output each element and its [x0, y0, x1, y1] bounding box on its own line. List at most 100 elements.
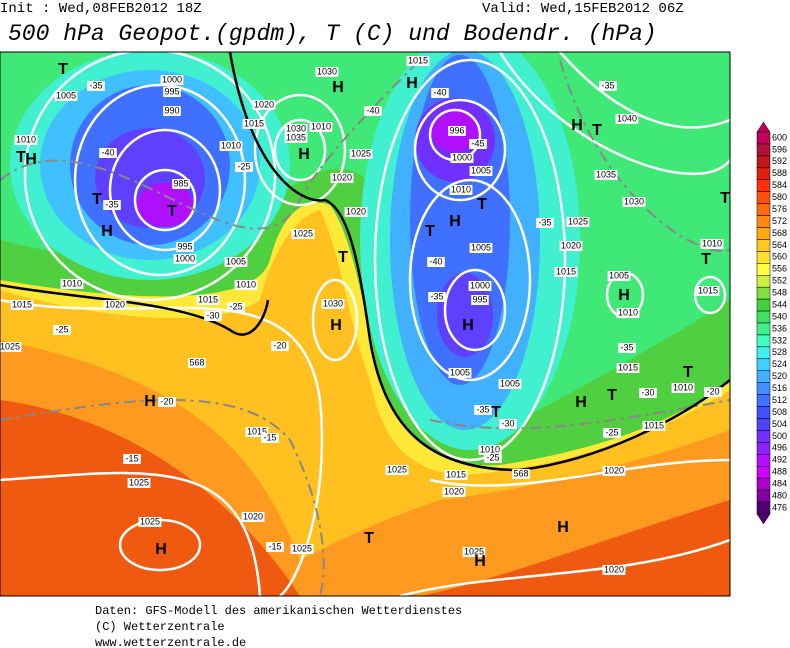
label-box [603, 428, 621, 438]
label-box [554, 267, 578, 277]
contour-label: 1005 [471, 165, 491, 175]
contour-label: 1020 [561, 240, 581, 250]
label-box [315, 67, 339, 77]
contour-label: -40 [433, 87, 446, 97]
colorbar-cell [756, 131, 771, 145]
colorbar-cell [756, 239, 771, 252]
colorbar-label: 572 [772, 216, 787, 226]
label-box [54, 91, 78, 101]
pressure-center: H [474, 553, 486, 570]
contour-label: 1010 [618, 307, 638, 317]
label-box [484, 453, 502, 463]
contour-label: 1020 [243, 511, 263, 521]
pressure-center: T [92, 191, 102, 208]
colorbar-cell [756, 430, 771, 443]
colorbar-tip [756, 513, 771, 525]
label-box [103, 200, 121, 210]
contour-label: 995 [164, 86, 179, 96]
contour-label: 1030 [286, 123, 306, 133]
contour-label: 996 [449, 125, 464, 135]
contour-label: -25 [55, 324, 68, 334]
label-box [428, 292, 446, 302]
contour-label: 1030 [624, 196, 644, 206]
label-box [406, 56, 430, 66]
contour-label: 1015 [12, 299, 32, 309]
label-box [448, 126, 466, 136]
colorbar-cell [756, 286, 771, 300]
colorbar-cell [756, 394, 771, 407]
pressure-center: T [607, 387, 617, 404]
colorbar-label: 524 [772, 359, 787, 369]
contour-label: -25 [605, 427, 618, 437]
label-box [284, 124, 308, 134]
contour-label: 1000 [175, 253, 195, 263]
label-box [704, 387, 722, 397]
pressure-center: T [16, 149, 26, 166]
contour-label: -25 [486, 452, 499, 462]
label-box [474, 405, 492, 415]
colorbar-label: 580 [772, 192, 787, 202]
colorbar-cell [756, 465, 771, 479]
label-box [330, 173, 354, 183]
label-box [599, 81, 617, 91]
pressure-center: T [477, 196, 487, 213]
label-box [138, 517, 162, 527]
colorbar-cell [756, 143, 771, 157]
colorbar-label: 528 [772, 347, 787, 357]
label-box [566, 217, 590, 227]
label-box [499, 419, 517, 429]
contour-label: 1035 [596, 169, 616, 179]
contour-label: -30 [641, 387, 654, 397]
colorbar-label: 540 [772, 311, 787, 321]
contour-label: -35 [538, 217, 551, 227]
contour-label: 1025 [351, 148, 371, 158]
colorbar-label: 596 [772, 144, 787, 154]
contour-label: 1010 [480, 444, 500, 454]
contour-label: 1015 [244, 118, 264, 128]
footer-line: www.wetterzentrale.de [95, 636, 246, 648]
contour-label: -15 [263, 432, 276, 442]
label-box [163, 87, 181, 97]
contour-label: -40 [101, 147, 114, 157]
label-box [160, 75, 184, 85]
label-box [616, 363, 640, 373]
label-box [173, 254, 197, 264]
colorbar-cell [756, 489, 771, 503]
colorbar-cell [756, 155, 771, 169]
label-box [163, 106, 181, 116]
contour-label: -15 [125, 453, 138, 463]
contour-label: 1015 [618, 362, 638, 372]
pressure-center: H [557, 519, 569, 536]
contour-label: -45 [471, 138, 484, 148]
pressure-center: H [462, 317, 474, 334]
label-box [615, 114, 639, 124]
colorbar-cell [756, 263, 771, 276]
contour-label: 1020 [105, 299, 125, 309]
contour-label: 1035 [286, 132, 306, 142]
label-box [127, 478, 151, 488]
label-box [594, 170, 618, 180]
label-box [478, 445, 502, 455]
colorbar-label: 576 [772, 204, 787, 214]
label-box [234, 280, 258, 290]
contour-label: 1005 [609, 270, 629, 280]
label-box [196, 295, 220, 305]
colorbar-cell [756, 358, 771, 371]
colorbar-label: 476 [772, 502, 787, 512]
colorbar-cell [756, 227, 771, 240]
colorbar-cell [756, 346, 771, 360]
label-box [642, 421, 666, 431]
label-box [290, 544, 314, 554]
label-box [469, 166, 493, 176]
label-box [602, 565, 626, 575]
colorbar-cell [756, 406, 771, 419]
colorbar-label: 512 [772, 395, 787, 405]
contour-label: 1030 [317, 66, 337, 76]
pressure-center: H [144, 393, 156, 410]
contour-label: -20 [706, 386, 719, 396]
colorbar-cell [756, 370, 771, 383]
contour-label: -40 [429, 256, 442, 266]
contour-label: 1010 [221, 140, 241, 150]
colorbar-label: 584 [772, 180, 787, 190]
contour-label: 1025 [129, 477, 149, 487]
